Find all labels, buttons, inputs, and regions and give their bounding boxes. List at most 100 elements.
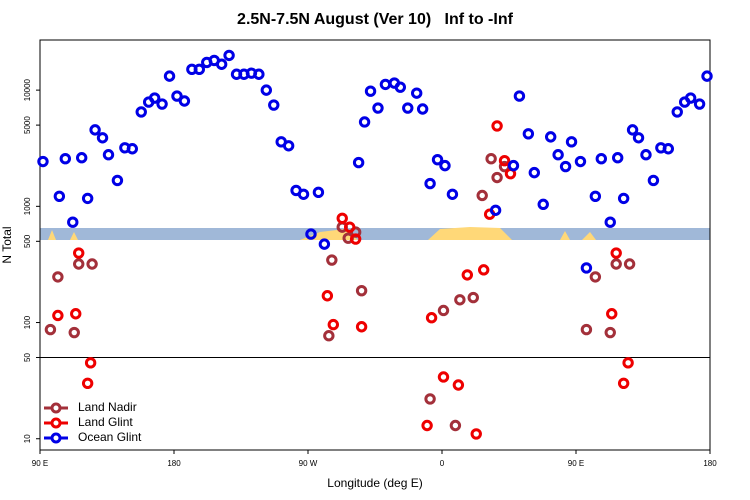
point [491,120,503,132]
point [632,132,645,144]
point [75,152,88,164]
point [485,152,497,165]
point [662,143,675,155]
point [606,308,618,320]
point [223,49,235,62]
point [626,124,639,136]
point [372,102,384,114]
point [671,106,683,118]
point [349,233,362,245]
x-tick-label: 90 E [568,459,584,468]
point [327,318,340,331]
point [96,132,109,144]
point [610,258,622,270]
plot-frame [39,39,711,451]
chart-title: 2.5N-7.5N August (Ver 10) Inf to -Inf [237,11,514,28]
point [461,269,474,281]
point [323,330,335,342]
point [470,428,482,440]
point [73,247,85,259]
point [537,198,549,211]
point [452,379,465,391]
point [358,116,371,128]
point [476,189,488,202]
point [589,190,602,202]
point [102,149,115,161]
point [305,228,317,240]
point [477,264,490,276]
point [84,357,97,369]
point [59,152,72,165]
point [617,377,630,389]
point [253,68,265,80]
point [52,309,64,322]
point [604,216,616,228]
legend-marker [50,432,62,444]
point [454,294,466,306]
point [446,188,459,200]
point [589,271,602,283]
point [595,152,608,165]
point [580,323,593,336]
point [611,152,624,164]
point [402,102,414,114]
point [355,321,368,333]
legend-label: Land Nadir [78,400,137,414]
point [67,216,79,228]
point [431,153,444,166]
y-axis-label: N Total [0,226,14,263]
point [684,92,697,104]
point [544,131,557,143]
point [321,290,334,302]
point [437,371,450,383]
point [622,357,634,369]
point [53,190,66,202]
legend-marker [50,402,62,414]
point [163,70,176,82]
point [693,98,706,110]
point [297,188,310,200]
point [364,85,377,97]
point [574,155,587,168]
x-tick-label: 90 E [32,459,48,468]
point [81,377,94,389]
point [604,326,616,339]
point [617,192,630,205]
point [37,155,49,168]
point [552,149,564,161]
point [336,212,348,224]
point [507,159,520,172]
point [449,419,462,432]
x-tick-label: 0 [440,459,445,468]
legend-label: Ocean Glint [78,430,142,444]
x-tick-label: 180 [167,459,181,468]
point [416,103,429,115]
point [467,291,479,304]
point [513,90,526,102]
point [268,99,280,111]
point [522,128,535,140]
point [565,136,578,148]
point [425,312,438,324]
point [528,166,541,179]
point [424,177,436,190]
point [437,304,450,317]
point [489,204,502,216]
point [135,106,147,118]
legend-label: Land Glint [78,415,133,429]
y-tick-label: 10 [23,434,32,443]
point [156,98,168,110]
x-axis-label: Longitude (deg E) [327,476,422,490]
point [623,258,636,270]
point [424,393,436,405]
point [498,154,511,167]
point [70,308,82,320]
legend-marker [50,417,62,429]
point [352,156,365,169]
point [580,262,593,274]
point [410,87,423,99]
point [215,58,228,70]
point [260,84,273,96]
y-tick-label: 100 [23,315,32,329]
